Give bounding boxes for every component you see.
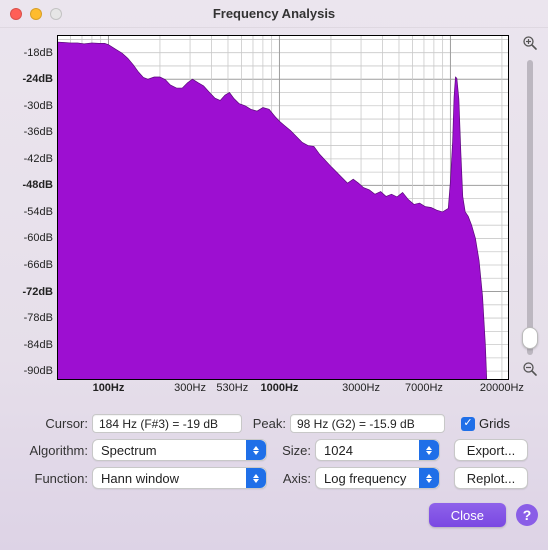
zoom-window-icon[interactable] bbox=[50, 8, 62, 20]
dropdown-icon bbox=[246, 468, 266, 488]
y-tick-label: -18dB bbox=[24, 47, 53, 59]
algorithm-select[interactable]: Spectrum bbox=[92, 439, 267, 461]
y-tick-label: -84dB bbox=[24, 339, 53, 351]
size-select[interactable]: 1024 bbox=[315, 439, 440, 461]
x-tick-label: 300Hz bbox=[174, 382, 206, 394]
zoom-out-icon[interactable] bbox=[522, 361, 538, 380]
y-tick-label: -90dB bbox=[24, 365, 53, 377]
x-tick-label: 3000Hz bbox=[342, 382, 380, 394]
y-tick-label: -54dB bbox=[24, 206, 53, 218]
spectrum-chart[interactable] bbox=[57, 35, 509, 380]
axis-select[interactable]: Log frequency bbox=[315, 467, 440, 489]
export-button[interactable]: Export... bbox=[454, 439, 528, 461]
algorithm-value: Spectrum bbox=[101, 443, 157, 458]
y-tick-label: -48dB bbox=[22, 179, 53, 191]
minimize-window-icon[interactable] bbox=[30, 8, 42, 20]
size-label: Size: bbox=[271, 443, 311, 458]
peak-value: 98 Hz (G2) = -15.9 dB bbox=[290, 414, 445, 433]
titlebar: Frequency Analysis bbox=[0, 0, 548, 28]
x-tick-label: 7000Hz bbox=[405, 382, 443, 394]
algorithm-label: Algorithm: bbox=[10, 443, 88, 458]
close-window-icon[interactable] bbox=[10, 8, 22, 20]
dropdown-icon bbox=[246, 440, 266, 460]
x-tick-label: 20000Hz bbox=[480, 382, 524, 394]
x-tick-label: 1000Hz bbox=[260, 382, 298, 394]
function-label: Function: bbox=[10, 471, 88, 486]
zoom-slider-track[interactable] bbox=[527, 60, 533, 355]
window-title: Frequency Analysis bbox=[10, 6, 538, 21]
function-select[interactable]: Hann window bbox=[92, 467, 267, 489]
plot-area: -18dB -24dB -30dB -36dB -42dB -48dB -54dB -60dB… bbox=[10, 35, 510, 410]
close-button[interactable]: Close bbox=[429, 503, 506, 527]
y-tick-label: -78dB bbox=[24, 312, 53, 324]
grids-checkbox[interactable]: ✓ bbox=[461, 417, 475, 431]
replot-button[interactable]: Replot... bbox=[454, 467, 528, 489]
y-tick-label: -30dB bbox=[24, 100, 53, 112]
zoom-in-icon[interactable] bbox=[522, 35, 538, 54]
x-tick-label: 100Hz bbox=[93, 382, 125, 394]
y-tick-label: -72dB bbox=[22, 286, 53, 298]
dropdown-icon bbox=[419, 440, 439, 460]
size-value: 1024 bbox=[324, 443, 353, 458]
y-axis-labels: -18dB -24dB -30dB -36dB -42dB -48dB -54dB -60dB… bbox=[10, 35, 55, 380]
y-tick-label: -24dB bbox=[22, 73, 53, 85]
x-tick-label: 530Hz bbox=[216, 382, 248, 394]
cursor-label: Cursor: bbox=[10, 416, 88, 431]
help-icon[interactable]: ? bbox=[516, 504, 538, 526]
y-tick-label: -42dB bbox=[24, 153, 53, 165]
zoom-controls bbox=[518, 35, 542, 380]
y-tick-label: -60dB bbox=[24, 232, 53, 244]
y-tick-label: -36dB bbox=[24, 126, 53, 138]
dropdown-icon bbox=[419, 468, 439, 488]
cursor-value: 184 Hz (F#3) = -19 dB bbox=[92, 414, 242, 433]
window-traffic-lights bbox=[10, 8, 62, 20]
x-axis-labels: 100Hz300Hz530Hz1000Hz3000Hz7000Hz20000Hz bbox=[57, 382, 509, 402]
axis-value: Log frequency bbox=[324, 471, 406, 486]
zoom-slider-handle[interactable] bbox=[522, 327, 538, 349]
controls-panel: Cursor: 184 Hz (F#3) = -19 dB Peak: 98 H… bbox=[10, 414, 538, 533]
y-tick-label: -66dB bbox=[24, 259, 53, 271]
grids-label: Grids bbox=[479, 416, 510, 431]
axis-label: Axis: bbox=[271, 471, 311, 486]
peak-label: Peak: bbox=[246, 416, 286, 431]
function-value: Hann window bbox=[101, 471, 179, 486]
